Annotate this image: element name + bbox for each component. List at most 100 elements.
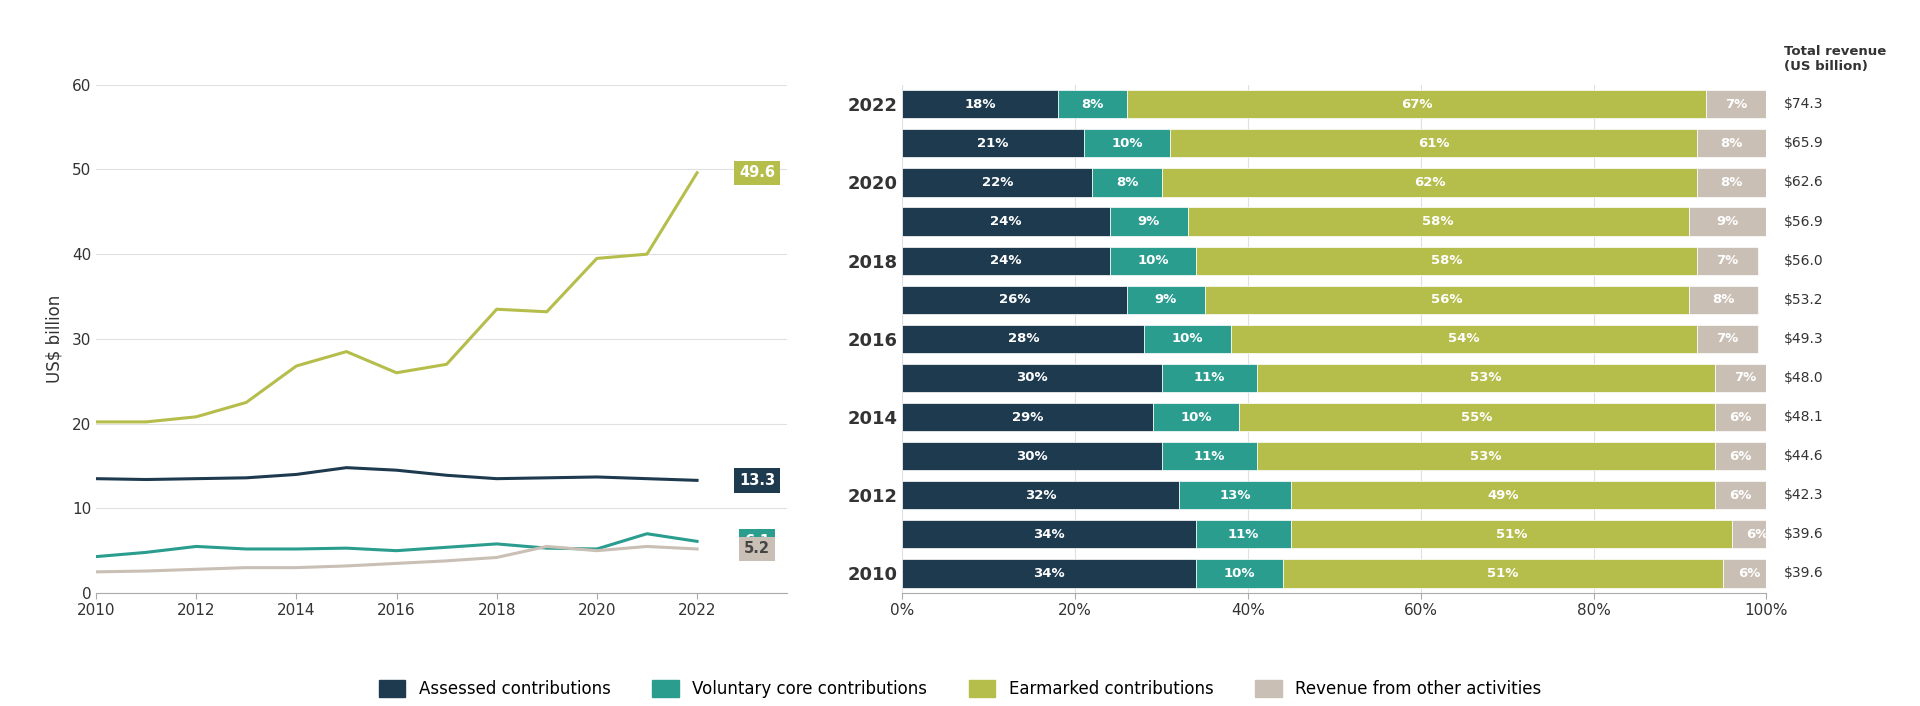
Text: 6%: 6% bbox=[1730, 411, 1751, 424]
Text: 49.6: 49.6 bbox=[739, 165, 776, 180]
Bar bbox=[1196, 520, 1290, 549]
Text: 53%: 53% bbox=[1471, 450, 1501, 462]
Text: 10%: 10% bbox=[1171, 333, 1204, 345]
Text: Total revenue
(US billion): Total revenue (US billion) bbox=[1784, 45, 1885, 73]
Text: 53%: 53% bbox=[1471, 371, 1501, 385]
Text: 9%: 9% bbox=[1716, 215, 1740, 228]
Text: 6%: 6% bbox=[1730, 450, 1751, 462]
Text: 18%: 18% bbox=[964, 97, 996, 111]
Text: 24%: 24% bbox=[991, 215, 1021, 228]
Text: 58%: 58% bbox=[1430, 254, 1463, 267]
Bar bbox=[902, 520, 1196, 549]
Bar bbox=[1697, 246, 1757, 275]
Bar bbox=[1187, 208, 1690, 236]
Text: 67%: 67% bbox=[1402, 97, 1432, 111]
Text: 11%: 11% bbox=[1194, 450, 1225, 462]
Bar bbox=[1144, 325, 1231, 353]
Bar bbox=[1715, 481, 1766, 509]
Bar bbox=[902, 559, 1196, 587]
Text: 8%: 8% bbox=[1720, 176, 1743, 189]
Bar bbox=[1256, 364, 1715, 392]
Text: $74.3: $74.3 bbox=[1784, 97, 1824, 112]
Text: 8%: 8% bbox=[1081, 97, 1104, 111]
Bar bbox=[1110, 246, 1196, 275]
Text: 24%: 24% bbox=[991, 254, 1021, 267]
Text: 6%: 6% bbox=[1747, 528, 1768, 541]
Text: 13.3: 13.3 bbox=[739, 473, 776, 488]
Bar bbox=[1083, 129, 1171, 157]
Text: $39.6: $39.6 bbox=[1784, 566, 1824, 580]
Text: 49%: 49% bbox=[1488, 489, 1519, 502]
Bar bbox=[1196, 246, 1697, 275]
Bar bbox=[902, 286, 1127, 314]
Text: $44.6: $44.6 bbox=[1784, 449, 1824, 463]
Text: 32%: 32% bbox=[1025, 489, 1056, 502]
Text: 51%: 51% bbox=[1488, 567, 1519, 580]
Bar bbox=[1715, 403, 1766, 431]
Text: $48.0: $48.0 bbox=[1784, 371, 1824, 385]
Text: 55%: 55% bbox=[1461, 411, 1492, 424]
Bar bbox=[1110, 208, 1187, 236]
Text: $49.3: $49.3 bbox=[1784, 332, 1824, 346]
Text: 26%: 26% bbox=[998, 293, 1031, 306]
Text: 11%: 11% bbox=[1194, 371, 1225, 385]
Bar bbox=[1058, 90, 1127, 119]
Bar bbox=[1697, 325, 1757, 353]
Text: 6.1: 6.1 bbox=[745, 534, 770, 549]
Y-axis label: US$ billion: US$ billion bbox=[46, 295, 63, 383]
Bar bbox=[1705, 90, 1766, 119]
Bar bbox=[1127, 286, 1206, 314]
Bar bbox=[902, 364, 1162, 392]
Bar bbox=[1092, 169, 1162, 196]
Text: 62%: 62% bbox=[1413, 176, 1446, 189]
Bar bbox=[1240, 403, 1715, 431]
Bar bbox=[1162, 442, 1256, 470]
Bar bbox=[902, 325, 1144, 353]
Bar bbox=[1196, 559, 1283, 587]
Bar bbox=[1127, 90, 1705, 119]
Text: 56%: 56% bbox=[1430, 293, 1463, 306]
Text: 34%: 34% bbox=[1033, 528, 1066, 541]
Text: 51%: 51% bbox=[1496, 528, 1526, 541]
Bar bbox=[1231, 325, 1697, 353]
Text: $48.1: $48.1 bbox=[1784, 410, 1824, 424]
Bar bbox=[902, 169, 1092, 196]
Text: 13%: 13% bbox=[1219, 489, 1250, 502]
Text: 28%: 28% bbox=[1008, 333, 1039, 345]
Bar bbox=[902, 208, 1110, 236]
Text: $42.3: $42.3 bbox=[1784, 489, 1824, 502]
Text: 8%: 8% bbox=[1116, 176, 1139, 189]
Text: 30%: 30% bbox=[1016, 450, 1048, 462]
Bar bbox=[1256, 442, 1715, 470]
Text: $56.9: $56.9 bbox=[1784, 215, 1824, 229]
Bar bbox=[1283, 559, 1722, 587]
Bar bbox=[1722, 559, 1774, 587]
Text: 9%: 9% bbox=[1137, 215, 1160, 228]
Bar bbox=[902, 90, 1058, 119]
Bar bbox=[1690, 286, 1757, 314]
Bar bbox=[1162, 169, 1697, 196]
Text: 10%: 10% bbox=[1223, 567, 1256, 580]
Bar bbox=[1697, 129, 1766, 157]
Text: 7%: 7% bbox=[1734, 371, 1757, 385]
Legend: Assessed contributions, Voluntary core contributions, Earmarked contributions, R: Assessed contributions, Voluntary core c… bbox=[378, 679, 1542, 698]
Text: 61%: 61% bbox=[1419, 137, 1450, 150]
Text: 22%: 22% bbox=[981, 176, 1014, 189]
Bar bbox=[1290, 481, 1715, 509]
Text: 5.2: 5.2 bbox=[745, 542, 770, 556]
Bar bbox=[1697, 169, 1766, 196]
Text: 8%: 8% bbox=[1720, 137, 1743, 150]
Text: 34%: 34% bbox=[1033, 567, 1066, 580]
Bar bbox=[1732, 520, 1784, 549]
Bar bbox=[1206, 286, 1690, 314]
Text: 10%: 10% bbox=[1137, 254, 1169, 267]
Text: 9%: 9% bbox=[1154, 293, 1177, 306]
Bar bbox=[902, 481, 1179, 509]
Bar bbox=[1715, 364, 1774, 392]
Text: 6%: 6% bbox=[1738, 567, 1761, 580]
Text: 54%: 54% bbox=[1448, 333, 1480, 345]
Text: 10%: 10% bbox=[1112, 137, 1142, 150]
Text: $56.0: $56.0 bbox=[1784, 253, 1824, 268]
Bar bbox=[1690, 208, 1766, 236]
Bar bbox=[1715, 442, 1766, 470]
